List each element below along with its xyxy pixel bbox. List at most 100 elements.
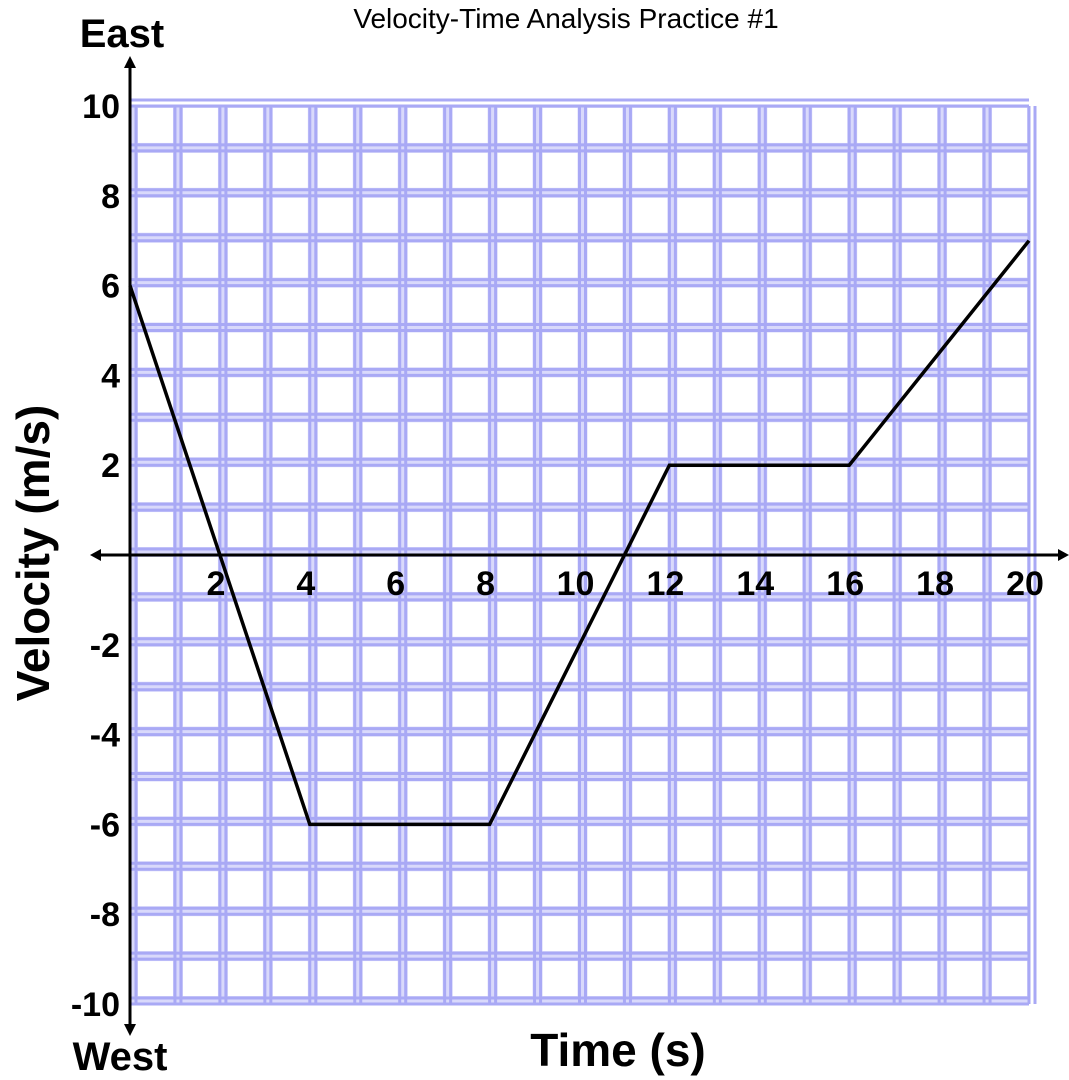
grid-cell (902, 646, 938, 682)
grid-cell (138, 691, 173, 727)
grid-cell (542, 242, 578, 278)
grid-cell (542, 916, 578, 952)
grid-cell (587, 377, 623, 413)
grid-cell (632, 242, 668, 278)
x-tick-label: 18 (916, 565, 954, 603)
grid-cell (407, 736, 443, 772)
grid-cell (362, 512, 398, 547)
grid-cell (902, 871, 938, 907)
grid-cell (992, 916, 1027, 952)
grid-cell (227, 377, 263, 413)
grid-cell (812, 781, 848, 817)
x-tick-label: 12 (646, 565, 684, 603)
grid-cell (767, 377, 803, 413)
grid-cell (632, 646, 668, 682)
grid-cell (722, 108, 758, 143)
grid-cell (452, 332, 488, 368)
grid-cell (767, 601, 803, 637)
grid-cell (497, 197, 533, 233)
grid-cell (497, 826, 533, 862)
grid-cell (497, 691, 533, 727)
grid-cell (227, 916, 263, 952)
grid-cell (407, 826, 443, 862)
grid-cell (542, 871, 578, 907)
grid-cell (138, 916, 173, 952)
grid-cell (722, 152, 758, 188)
grid-cell (857, 691, 893, 727)
grid-cell (272, 916, 308, 952)
grid-cell (767, 961, 803, 996)
grid-cell (407, 377, 443, 413)
grid-cell (677, 377, 713, 413)
grid-cell (632, 377, 668, 413)
grid-cell (992, 108, 1027, 143)
grid-cell (812, 377, 848, 413)
grid-cell (407, 961, 443, 996)
grid-cell (992, 781, 1027, 817)
grid-cell (587, 332, 623, 368)
grid-cell (407, 512, 443, 547)
grid-cell (497, 961, 533, 996)
grid-cell (902, 108, 938, 143)
grid-cell (497, 108, 533, 143)
grid-cell (677, 781, 713, 817)
grid-cell (857, 961, 893, 996)
y-tick-label: -4 (90, 717, 120, 755)
grid-cell (902, 601, 938, 637)
grid-cell (317, 557, 353, 592)
grid-cell (407, 108, 443, 143)
grid-cell (902, 736, 938, 772)
grid-cell (362, 646, 398, 682)
grid-cell (138, 781, 173, 817)
negative-direction-label: West (73, 1035, 168, 1079)
y-tick-label: -6 (90, 806, 120, 844)
grid-cell (767, 467, 803, 503)
grid-cell (362, 916, 398, 952)
grid-cell (138, 871, 173, 907)
grid-cell (722, 377, 758, 413)
grid-cell (902, 377, 938, 413)
x-tick-label: 14 (736, 565, 774, 603)
grid-cell (677, 826, 713, 862)
grid-cell (722, 781, 758, 817)
grid-cell (677, 557, 713, 592)
grid-cell (632, 961, 668, 996)
grid-cell (677, 916, 713, 952)
grid-cell (362, 691, 398, 727)
grid-cell (677, 287, 713, 323)
y-tick-label: 2 (101, 447, 120, 485)
grid-cell (812, 601, 848, 637)
grid-cell (182, 287, 218, 323)
grid-cell (317, 781, 353, 817)
grid-cell (182, 422, 218, 458)
grid-cell (992, 826, 1027, 862)
grid-cell (587, 736, 623, 772)
grid-cell (722, 512, 758, 547)
grid-cell (272, 512, 308, 547)
grid-cell (947, 781, 983, 817)
grid-cell (632, 736, 668, 772)
grid-cell (317, 871, 353, 907)
grid-cell (812, 332, 848, 368)
grid-cell (542, 467, 578, 503)
grid-cell (677, 467, 713, 503)
y-axis-arrow-up (124, 56, 136, 68)
grid-cell (722, 826, 758, 862)
grid-cell (227, 781, 263, 817)
grid-cell (452, 916, 488, 952)
grid-cell (272, 961, 308, 996)
grid-cell (317, 646, 353, 682)
x-tick-label: 8 (476, 565, 495, 603)
grid-cell (182, 691, 218, 727)
grid-cell (182, 601, 218, 637)
grid-cell (407, 916, 443, 952)
grid-cell (227, 467, 263, 503)
grid-cell (767, 736, 803, 772)
grid-cell (542, 287, 578, 323)
grid-cell (362, 601, 398, 637)
grid-cell (182, 108, 218, 143)
grid-cell (542, 781, 578, 817)
grid-cell (632, 467, 668, 503)
grid-cell (452, 242, 488, 278)
